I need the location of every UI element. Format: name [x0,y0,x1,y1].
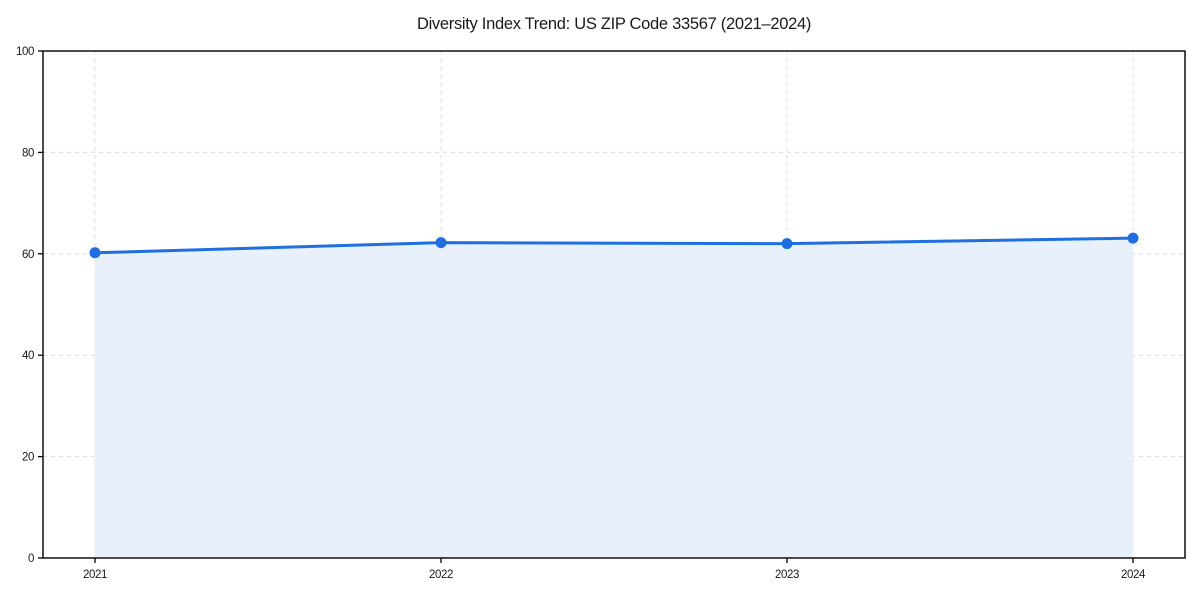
series-area-fill [95,238,1133,558]
data-point [435,237,447,249]
axis-ticks [38,50,1134,563]
axes-spines [42,50,1186,559]
y-tick-label: 60 [22,249,34,261]
data-point [1127,232,1139,244]
data-point [781,238,793,250]
trend-line [93,236,1135,255]
x-tick-label: 2022 [429,569,453,581]
axis-tick-labels: 0 20 40 60 80 100 2021 2022 2023 2024 [16,46,1146,581]
x-tick-label: 2023 [775,569,799,581]
y-tick-label: 20 [22,452,34,464]
y-tick-label: 0 [28,553,34,565]
chart-title: Diversity Index Trend: US ZIP Code 33567… [417,15,811,33]
y-tick-label: 40 [22,350,34,362]
y-tick-label: 80 [22,147,34,159]
data-points [89,232,1139,259]
x-tick-label: 2024 [1121,569,1146,581]
data-point [89,247,101,259]
y-tick-label: 100 [16,46,34,58]
area-fill [95,238,1133,558]
x-tick-label: 2021 [83,569,107,581]
plot-border [42,50,1186,559]
series-line [93,236,1135,255]
